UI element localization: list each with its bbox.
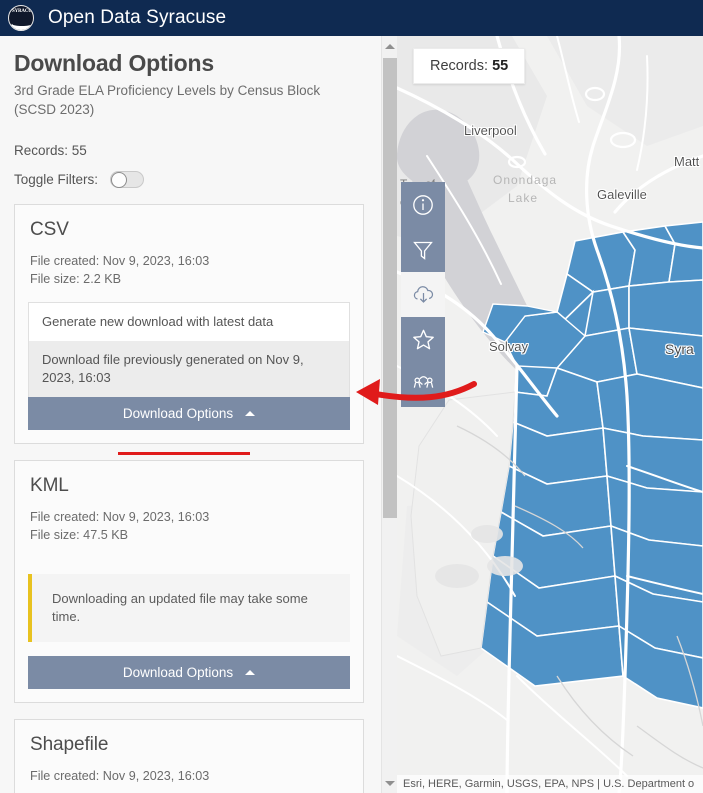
dataset-subtitle: 3rd Grade ELA Proficiency Levels by Cens… bbox=[14, 83, 321, 117]
app-header: SYRACUSE Open Data Syracuse bbox=[0, 0, 703, 36]
svg-text:Syra: Syra bbox=[665, 341, 694, 357]
file-size-kml: File size: 47.5 KB bbox=[30, 527, 128, 542]
map-records-badge: Records: 55 bbox=[413, 48, 526, 84]
kml-download-warning: Downloading an updated file may take som… bbox=[28, 574, 350, 642]
svg-text:Onondaga: Onondaga bbox=[493, 173, 557, 187]
file-created-kml: File created: Nov 9, 2023, 16:03 bbox=[30, 510, 210, 524]
format-card-csv: CSV File created: Nov 9, 2023, 16:03 Fil… bbox=[14, 204, 364, 444]
caret-up-icon bbox=[245, 670, 256, 675]
map-records-badge-value: 55 bbox=[492, 58, 509, 74]
kml-download-options-button-label: Download Options bbox=[122, 665, 234, 680]
map-records-badge-prefix: Records: bbox=[430, 58, 493, 74]
star-icon bbox=[412, 329, 434, 350]
panel-scrollbar[interactable] bbox=[381, 36, 397, 793]
menu-item-download-previous[interactable]: Download file previously generated on No… bbox=[29, 341, 349, 397]
csv-download-options-menu: Generate new download with latest data D… bbox=[28, 302, 350, 397]
toggle-filters-switch[interactable] bbox=[110, 171, 145, 188]
scrollbar-thumb[interactable] bbox=[383, 58, 397, 518]
file-created-csv: File created: Nov 9, 2023, 16:03 bbox=[30, 254, 210, 268]
svg-text:Galeville: Galeville bbox=[597, 187, 647, 202]
toggle-filters-label: Toggle Filters: bbox=[14, 172, 99, 187]
svg-text:Solvay: Solvay bbox=[489, 339, 529, 354]
map-tool-download[interactable] bbox=[401, 272, 445, 317]
annotation-underline bbox=[118, 452, 250, 455]
map-viewport[interactable]: Liverpool Onondaga Lake Galeville Matt S… bbox=[397, 36, 703, 793]
card-title-shapefile: Shapefile bbox=[30, 734, 109, 755]
toggle-filters-row: Toggle Filters: bbox=[14, 171, 364, 188]
map-tool-favorite[interactable] bbox=[401, 317, 445, 362]
file-size-csv: File size: 2.2 KB bbox=[30, 271, 121, 286]
download-icon bbox=[413, 286, 433, 303]
format-card-shapefile: Shapefile File created: Nov 9, 2023, 16:… bbox=[14, 719, 364, 793]
info-icon bbox=[413, 194, 433, 215]
map-canvas: Liverpool Onondaga Lake Galeville Matt S… bbox=[397, 36, 703, 793]
records-count: Records: 55 bbox=[14, 143, 87, 158]
map-tool-filter[interactable] bbox=[401, 227, 445, 272]
selected-census-blocks bbox=[480, 221, 703, 709]
csv-download-options-button[interactable]: Download Options bbox=[28, 397, 350, 430]
map-streams bbox=[456, 425, 703, 769]
page-title: Download Options bbox=[14, 50, 214, 76]
card-title-kml: KML bbox=[30, 475, 69, 496]
svg-text:Matt: Matt bbox=[674, 154, 700, 169]
file-created-shapefile: File created: Nov 9, 2023, 16:03 bbox=[30, 769, 210, 783]
map-tool-share[interactable] bbox=[401, 362, 445, 407]
map-attribution: Esri, HERE, Garmin, USGS, EPA, NPS | U.S… bbox=[397, 775, 703, 793]
card-title-csv: CSV bbox=[30, 219, 69, 240]
filter-icon bbox=[413, 241, 433, 260]
svg-text:Lake: Lake bbox=[508, 191, 538, 205]
download-options-panel: Download Options 3rd Grade ELA Proficien… bbox=[0, 36, 378, 793]
csv-download-options-button-label: Download Options bbox=[122, 406, 234, 421]
syracuse-city-seal-icon: SYRACUSE bbox=[8, 5, 34, 31]
kml-download-options-button[interactable]: Download Options bbox=[28, 656, 350, 689]
share-icon bbox=[413, 376, 433, 388]
caret-up-icon bbox=[245, 411, 256, 416]
menu-item-generate-new[interactable]: Generate new download with latest data bbox=[42, 314, 274, 329]
scroll-up-arrow-icon[interactable] bbox=[382, 38, 398, 54]
svg-text:Liverpool: Liverpool bbox=[464, 123, 517, 138]
app-title: Open Data Syracuse bbox=[48, 7, 227, 28]
scroll-down-arrow-icon[interactable] bbox=[382, 775, 398, 791]
map-tool-info[interactable] bbox=[401, 182, 445, 227]
format-card-kml: KML File created: Nov 9, 2023, 16:03 Fil… bbox=[14, 460, 364, 703]
map-toolbar bbox=[401, 182, 445, 407]
toggle-knob bbox=[111, 171, 128, 188]
